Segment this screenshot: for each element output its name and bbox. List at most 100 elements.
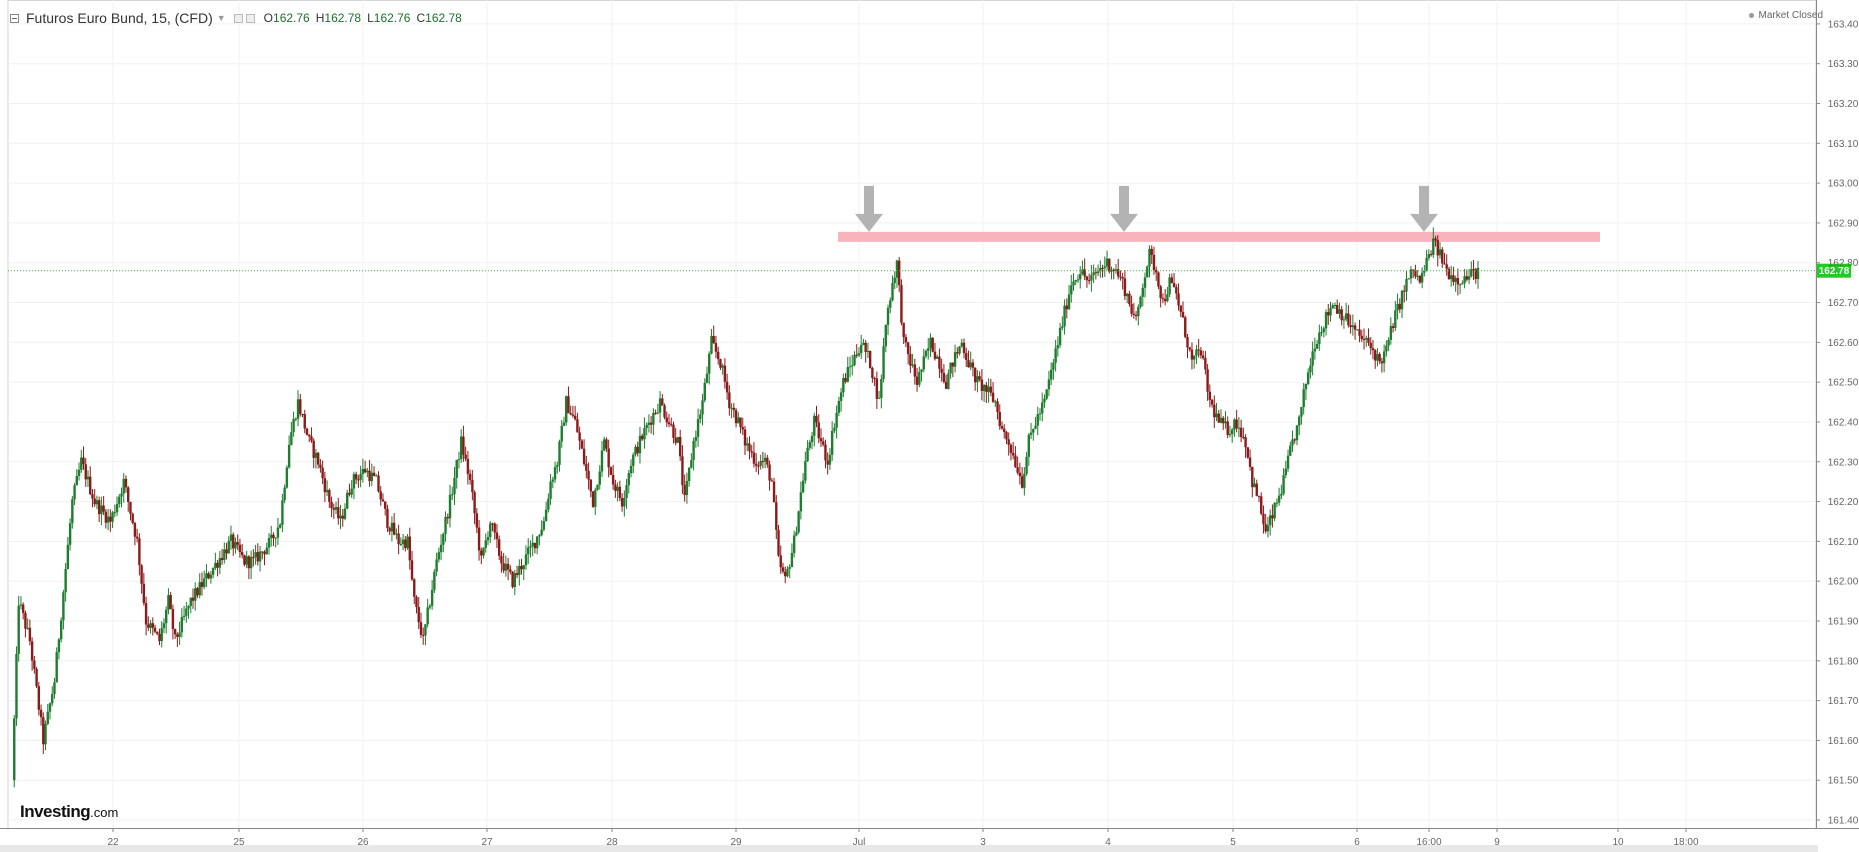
candle-body [839,392,843,401]
candle-body [1208,391,1212,400]
candle-body [433,571,436,590]
candle-body [1318,332,1321,344]
candle-body [1226,421,1229,436]
candle-body [334,507,338,510]
candle-body [439,544,443,553]
candle-body [924,350,928,357]
candle-body [634,446,637,455]
candle-body [377,475,380,492]
candle-body [343,508,347,519]
candle-body [220,557,224,561]
settings-icon[interactable] [233,13,243,23]
y-tick-label: 161.40 [1828,816,1859,827]
candle-body [1295,425,1299,441]
candle-body [1378,354,1381,362]
candle-body [940,368,943,373]
candle-body [1298,416,1301,426]
candle-body [627,473,630,486]
candle-body [44,724,47,745]
arrows [855,185,1438,232]
candle-body [375,475,378,477]
y-tick-label: 163.40 [1828,19,1859,30]
candle-body [57,639,61,653]
candle-body [1362,339,1366,341]
candle-body [989,386,993,393]
candle-body [658,398,662,413]
candle-body [674,437,677,443]
candle-body [1112,269,1115,272]
candle-body [813,415,816,436]
candle-body [1199,350,1203,356]
x-tick-label: 26 [357,837,369,848]
candle-body [969,362,972,368]
candle-body [410,560,414,580]
candle-body [236,542,239,545]
candle-body [667,422,671,425]
y-tick-label: 161.50 [1828,776,1859,787]
candle-body [788,566,791,569]
candle-body [819,438,823,442]
candle-body [1190,349,1194,360]
candle-body [670,424,673,426]
candle-body [1148,248,1151,267]
candle-body [1239,427,1243,437]
candle-body [493,523,496,533]
candle-body [1282,475,1285,494]
candle-body [716,351,720,360]
close-icon[interactable] [245,13,255,23]
candle-body [685,480,689,496]
y-tick-label: 162.10 [1828,537,1859,548]
candle-body [283,487,286,501]
candle-body [1125,293,1129,297]
market-status: Market Closed [1748,10,1823,21]
candle-body [985,384,988,392]
candle-body [1251,466,1254,488]
candle-body [1289,445,1292,456]
candle-body [1023,473,1026,488]
candle-body [66,544,70,570]
candle-body [386,508,389,529]
candle-body [1137,306,1140,317]
candle-body [1197,349,1200,351]
candle-body [156,631,159,634]
candle-body [513,573,517,587]
candle-body [1159,286,1162,299]
candle-body [120,493,123,497]
candle-body [28,627,32,642]
candle-body [844,378,847,382]
candle-body [967,359,970,368]
candle-body [211,567,215,575]
candle-body [100,505,103,515]
candle-body [1447,268,1451,280]
candle-body [171,608,175,629]
candle-body [1143,277,1147,288]
collapse-icon[interactable] [10,13,19,23]
candle-body [1034,425,1037,429]
symbol-title[interactable]: Futuros Euro Bund, 15, (CFD) [26,10,213,26]
candle-body [1242,436,1245,438]
candle-body [290,432,293,445]
candle-body [127,487,130,502]
candle-body [1047,379,1051,390]
candle-body [965,353,968,360]
chevron-down-icon[interactable]: ▼ [216,13,226,23]
candle-body [743,429,747,446]
candle-body [1360,335,1363,340]
candles [13,227,1480,788]
candle-body [1036,414,1039,426]
y-tick-label: 162.50 [1828,378,1859,389]
candle-body [1172,282,1176,288]
candle-body [462,436,465,455]
candle-body [1387,339,1390,346]
candle-body [1032,428,1035,433]
candle-body [1293,439,1296,441]
candle-body [1141,287,1144,297]
candle-body [352,474,356,489]
candle-body [200,582,204,587]
candle-body [95,500,99,505]
y-tick-label: 161.70 [1828,696,1859,707]
candle-body [1041,402,1044,414]
candle-body [1052,362,1055,370]
